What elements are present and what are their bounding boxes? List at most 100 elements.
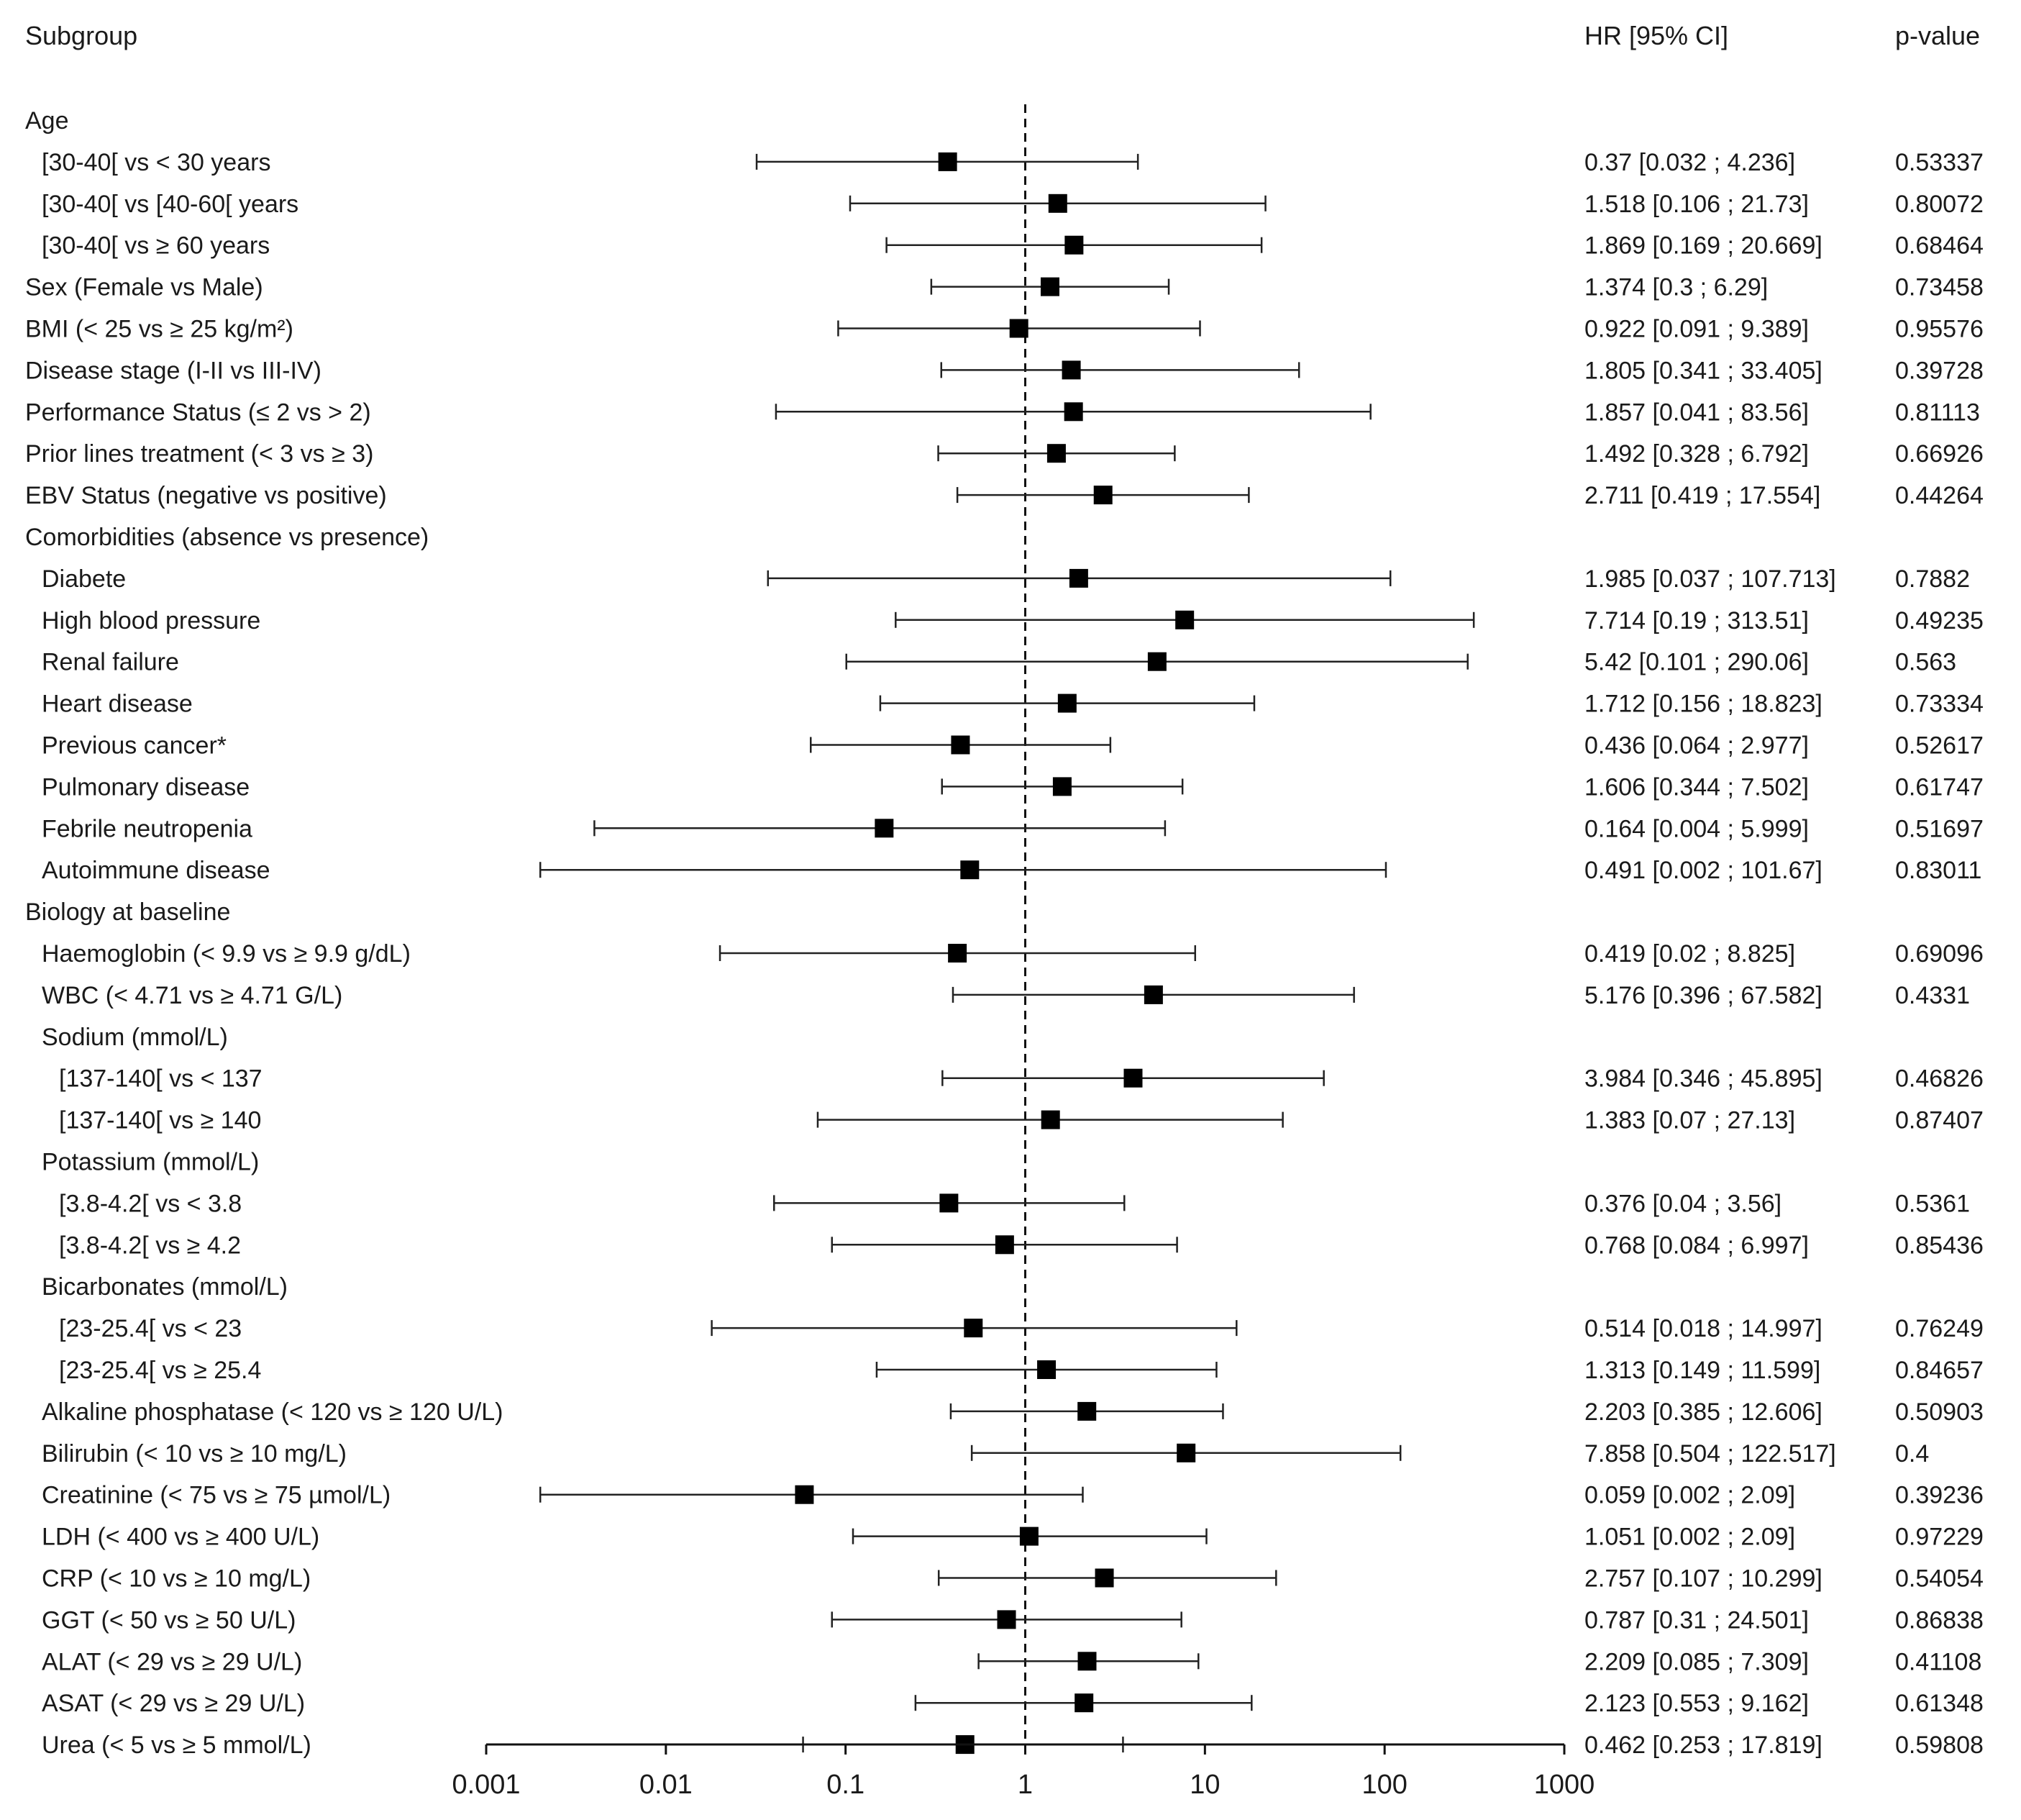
- hr-ci-text: 0.059 [0.002 ; 2.09]: [1584, 1482, 1795, 1509]
- hr-point: [1019, 1526, 1039, 1546]
- p-value-text: 0.76249: [1895, 1315, 1984, 1342]
- hr-point: [795, 1485, 814, 1504]
- row-label: Creatinine (< 75 vs ≥ 75 µmol/L): [42, 1482, 391, 1509]
- subgroup-row: [3.8-4.2[ vs < 3.8 0.376 [0.04 ; 3.56] 0.5…: [59, 1190, 1970, 1217]
- hr-ci-text: 0.376 [0.04 ; 3.56]: [1584, 1190, 1782, 1217]
- hr-point: [997, 1610, 1016, 1629]
- row-label: ASAT (< 29 vs ≥ 29 U/L): [42, 1690, 305, 1717]
- subgroup-row: [3.8-4.2[ vs ≥ 4.2 0.768 [0.084 ; 6.997] 0…: [59, 1232, 1984, 1259]
- hr-point: [1046, 444, 1066, 463]
- hr-ci-text: 1.805 [0.341 ; 33.405]: [1584, 357, 1822, 384]
- subgroup-row: Bilirubin (< 10 vs ≥ 10 mg/L) 7.858 [0.50…: [42, 1440, 1929, 1468]
- hr-point: [995, 1235, 1014, 1255]
- subgroup-row: CRP (< 10 vs ≥ 10 mg/L) 2.757 [0.107 ; 10…: [42, 1565, 1984, 1593]
- row-label: Age: [25, 107, 69, 135]
- x-tick-label: 1000: [1534, 1770, 1595, 1800]
- hr-ci-text: 2.123 [0.553 ; 9.162]: [1584, 1690, 1809, 1717]
- subgroup-row: Renal failure 5.42 [0.101 ; 290.06] 0.563: [42, 649, 1956, 676]
- hr-point: [951, 735, 970, 755]
- p-value-text: 0.66926: [1895, 440, 1984, 468]
- subgroup-row: [30-40[ vs ≥ 60 years 1.869 [0.169 ; 20.6…: [42, 232, 1984, 260]
- p-value-text: 0.5361: [1895, 1190, 1970, 1217]
- p-value-text: 0.97229: [1895, 1524, 1984, 1551]
- hr-ci-text: 0.164 [0.004 ; 5.999]: [1584, 815, 1809, 842]
- subgroup-row: Potassium (mmol/L): [42, 1149, 259, 1176]
- hr-ci-text: 2.757 [0.107 ; 10.299]: [1584, 1565, 1822, 1593]
- subgroup-row: WBC (< 4.71 vs ≥ 4.71 G/L) 5.176 [0.396 ;…: [42, 982, 1970, 1009]
- row-label: Biology at baseline: [25, 898, 230, 926]
- row-label: [137-140[ vs < 137: [59, 1065, 263, 1093]
- hr-ci-text: 2.711 [0.419 ; 17.554]: [1584, 482, 1820, 509]
- hr-ci-text: 1.374 [0.3 ; 6.29]: [1584, 274, 1768, 301]
- p-value-text: 0.61747: [1895, 773, 1984, 801]
- column-headers: Subgroup HR [95% CI] p-value: [25, 21, 1980, 50]
- hr-ci-text: 1.712 [0.156 ; 18.823]: [1584, 691, 1822, 718]
- hr-point: [1095, 1568, 1114, 1588]
- p-value-text: 0.50903: [1895, 1398, 1984, 1426]
- p-value-text: 0.85436: [1895, 1232, 1984, 1259]
- subgroup-row: Autoimmune disease 0.491 [0.002 ; 101.67]…: [42, 857, 1981, 884]
- p-value-text: 0.54054: [1895, 1565, 1984, 1593]
- p-value-text: 0.39236: [1895, 1482, 1984, 1509]
- row-label: [137-140[ vs ≥ 140: [59, 1107, 261, 1134]
- header-subgroup: Subgroup: [25, 21, 137, 50]
- hr-point: [1123, 1068, 1143, 1088]
- p-value-text: 0.51697: [1895, 815, 1984, 842]
- row-label: BMI (< 25 vs ≥ 25 kg/m²): [25, 316, 293, 343]
- row-label: Pulmonary disease: [42, 773, 250, 801]
- subgroup-row: Sex (Female vs Male) 1.374 [0.3 ; 6.29] 0.…: [25, 274, 1984, 301]
- p-value-text: 0.39728: [1895, 357, 1984, 384]
- hr-point: [1040, 277, 1059, 296]
- p-value-text: 0.84657: [1895, 1357, 1984, 1384]
- row-label: Performance Status (≤ 2 vs > 2): [25, 399, 371, 426]
- hr-point: [1144, 985, 1163, 1004]
- subgroup-row: Febrile neutropenia 0.164 [0.004 ; 5.999]…: [42, 815, 1984, 842]
- hr-ci-text: 1.985 [0.037 ; 107.713]: [1584, 565, 1836, 593]
- hr-ci-text: 3.984 [0.346 ; 45.895]: [1584, 1065, 1822, 1093]
- p-value-text: 0.69096: [1895, 940, 1984, 968]
- subgroup-row: [23-25.4[ vs ≥ 25.4 1.313 [0.149 ; 11.599…: [59, 1357, 1984, 1384]
- subgroup-row: Comorbidities (absence vs presence): [25, 524, 429, 551]
- hr-point: [938, 152, 957, 171]
- hr-point: [964, 1319, 983, 1338]
- hr-point: [1177, 1443, 1196, 1462]
- subgroup-row: BMI (< 25 vs ≥ 25 kg/m²) 0.922 [0.091 ; 9…: [25, 316, 1984, 343]
- subgroup-row: Previous cancer* 0.436 [0.064 ; 2.977] 0.5…: [42, 732, 1984, 760]
- hr-ci-text: 0.436 [0.064 ; 2.977]: [1584, 732, 1809, 760]
- row-label: [3.8-4.2[ vs < 3.8: [59, 1190, 242, 1217]
- subgroup-row: LDH (< 400 vs ≥ 400 U/L) 1.051 [0.002 ; 2…: [42, 1524, 1984, 1551]
- subgroup-row: Pulmonary disease 1.606 [0.344 ; 7.502] 0.…: [42, 773, 1984, 801]
- subgroup-row: EBV Status (negative vs positive) 2.711 […: [25, 482, 1984, 509]
- hr-point: [1075, 1693, 1094, 1713]
- row-label: Autoimmune disease: [42, 857, 270, 884]
- row-label: CRP (< 10 vs ≥ 10 mg/L): [42, 1565, 311, 1593]
- row-label: Alkaline phosphatase (< 120 vs ≥ 120 U/L…: [42, 1398, 503, 1426]
- subgroup-row: [137-140[ vs < 137 3.984 [0.346 ; 45.895]…: [59, 1065, 1984, 1093]
- hr-ci-text: 0.768 [0.084 ; 6.997]: [1584, 1232, 1809, 1259]
- row-label: Heart disease: [42, 691, 193, 718]
- hr-point: [1093, 486, 1113, 505]
- x-tick-label: 1: [1018, 1770, 1033, 1800]
- subgroup-row: Performance Status (≤ 2 vs > 2) 1.857 [0.…: [25, 399, 1980, 426]
- subgroup-row: [30-40[ vs < 30 years 0.37 [0.032 ; 4.236…: [42, 149, 1984, 176]
- row-label: [30-40[ vs ≥ 60 years: [42, 232, 270, 260]
- p-value-text: 0.7882: [1895, 565, 1970, 593]
- subgroup-row: ALAT (< 29 vs ≥ 29 U/L) 2.209 [0.085 ; 7.…: [42, 1648, 1981, 1675]
- subgroup-row: Haemoglobin (< 9.9 vs ≥ 9.9 g/dL) 0.419 […: [42, 940, 1984, 968]
- hr-ci-text: 5.176 [0.396 ; 67.582]: [1584, 982, 1822, 1009]
- subgroup-row: Disease stage (I-II vs III-IV) 1.805 [0.3…: [25, 357, 1984, 384]
- hr-point: [1175, 610, 1195, 629]
- hr-ci-text: 1.869 [0.169 ; 20.669]: [1584, 232, 1822, 260]
- subgroup-row: GGT (< 50 vs ≥ 50 U/L) 0.787 [0.31 ; 24.5…: [42, 1606, 1984, 1634]
- x-tick-label: 100: [1361, 1770, 1407, 1800]
- hr-ci-text: 0.514 [0.018 ; 14.997]: [1584, 1315, 1822, 1342]
- x-tick-label: 10: [1190, 1770, 1220, 1800]
- hr-ci-text: 2.203 [0.385 ; 12.606]: [1584, 1398, 1822, 1426]
- x-tick-label: 0.001: [452, 1770, 520, 1800]
- p-value-text: 0.80072: [1895, 191, 1984, 218]
- p-value-text: 0.49235: [1895, 607, 1984, 634]
- p-value-text: 0.95576: [1895, 316, 1984, 343]
- hr-ci-text: 0.462 [0.253 ; 17.819]: [1584, 1732, 1822, 1759]
- row-label: Bilirubin (< 10 vs ≥ 10 mg/L): [42, 1440, 347, 1468]
